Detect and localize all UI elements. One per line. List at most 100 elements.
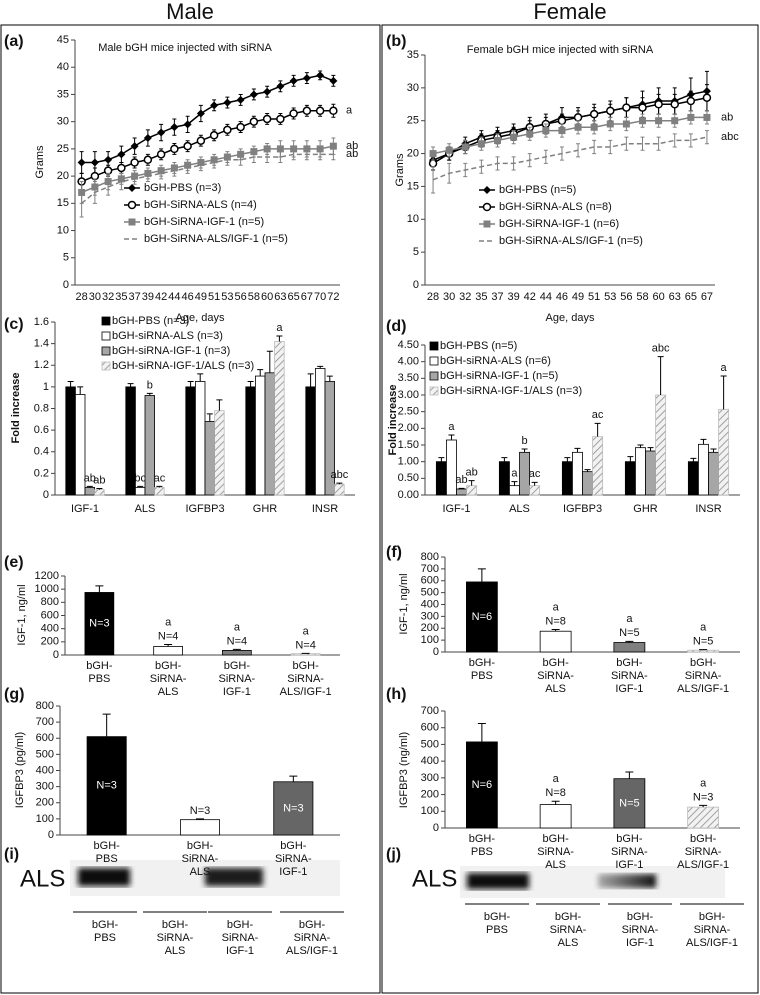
error-bar — [448, 434, 455, 440]
bar — [222, 649, 252, 656]
x-tick-label: 70 — [314, 291, 326, 303]
bar — [84, 487, 96, 496]
bar — [708, 451, 719, 496]
n-label: N=5 — [619, 797, 640, 809]
data-point — [170, 144, 179, 154]
data-point — [289, 109, 298, 118]
x-tick-label: 56 — [620, 291, 632, 303]
y-tick-label: 300 — [421, 772, 439, 784]
error-bar — [119, 172, 124, 191]
y-tick-label: 10 — [57, 224, 69, 236]
y-tick-label: 600 — [41, 609, 59, 621]
x-tick-label: ALS/IGF-1 — [280, 686, 332, 698]
significance-label: ac — [154, 472, 166, 484]
data-point — [104, 155, 113, 164]
error-bar — [551, 800, 560, 805]
data-point — [77, 158, 86, 167]
bar — [194, 381, 206, 496]
n-label: N=6 — [472, 779, 493, 791]
legend-label: bGH-siRNA-IGF-1/ALS (n=3) — [112, 360, 254, 372]
lane-label: PBS — [94, 932, 116, 944]
y-axis-label: Fold increase — [387, 385, 399, 456]
error-bar — [232, 648, 241, 651]
y-axis-label: IGF-1, ng/ml — [16, 584, 28, 645]
y-tick-label: 1200 — [35, 570, 59, 582]
bar — [624, 461, 636, 496]
y-tick-label: 1.6 — [34, 316, 49, 328]
x-tick-label: 58 — [248, 291, 260, 303]
bar — [687, 649, 720, 653]
y-tick-label: 15 — [57, 197, 69, 209]
y-tick-label: 45 — [57, 34, 69, 46]
significance-label: ab — [455, 474, 467, 486]
x-tick-label: bGH- — [616, 657, 643, 669]
bar — [245, 386, 256, 496]
error-bar — [468, 480, 475, 486]
legend-label: bGH-siRNA-IGF-1 (n=3) — [112, 345, 230, 357]
legend-label: bGH-SiRNA-ALS/IGF-1 (n=5) — [499, 235, 643, 247]
n-label: N=3 — [190, 805, 211, 817]
error-bar — [291, 148, 296, 161]
series-line — [432, 116, 707, 155]
x-tick-label: ALS — [190, 866, 211, 878]
data-point — [542, 127, 550, 135]
error-bar — [640, 136, 645, 151]
error-bar — [156, 485, 163, 488]
data-point — [526, 130, 534, 138]
bar — [94, 489, 105, 496]
error-bar — [137, 485, 144, 488]
y-tick-label: 700 — [421, 705, 439, 717]
n-label: N=8 — [545, 787, 566, 799]
error-bar — [704, 130, 709, 145]
y-tick-label: 1.2 — [34, 359, 49, 371]
x-tick-label: PBS — [96, 853, 118, 865]
y-tick-label: 100 — [421, 805, 439, 817]
x-tick-label: 44 — [168, 291, 180, 303]
series-line — [432, 90, 708, 161]
y-tick-label: 5 — [413, 246, 419, 258]
data-point — [117, 150, 126, 159]
error-bar — [172, 164, 177, 177]
significance-label: a — [165, 616, 172, 628]
error-bar — [159, 167, 164, 180]
error-bar — [574, 447, 581, 453]
y-tick-label: 300 — [421, 610, 439, 622]
x-tick-label: bGH- — [187, 840, 214, 852]
x-tick-label: 39 — [142, 291, 154, 303]
error-bar — [592, 139, 597, 155]
bar — [446, 439, 457, 496]
data-point — [156, 150, 166, 159]
error-bar — [463, 162, 468, 178]
data-point — [574, 123, 582, 131]
blot-marker: ALS — [20, 865, 65, 892]
significance-label: ab — [721, 111, 733, 123]
x-tick-label: ALS — [158, 686, 179, 698]
x-tick-label: PBS — [471, 846, 493, 858]
y-tick-label: 700 — [36, 716, 54, 728]
x-tick-label: bGH- — [469, 657, 496, 669]
data-point — [316, 71, 325, 80]
legend-marker — [483, 186, 491, 194]
data-point — [196, 109, 205, 118]
significance-label: abc — [721, 131, 739, 143]
significance-label: a — [448, 421, 455, 433]
bar — [718, 408, 730, 496]
legend-label: bGH-SiRNA-IGF-1 (n=5) — [144, 216, 264, 228]
x-tick-label: IGF-1 — [442, 503, 470, 515]
x-tick-label: PBS — [88, 673, 110, 685]
error-bar — [447, 162, 452, 184]
legend-label: bGH-PBS (n=5) — [440, 340, 517, 352]
x-tick-label: 72 — [327, 291, 339, 303]
y-tick-label: 400 — [421, 755, 439, 767]
data-point — [130, 142, 139, 151]
x-tick-label: 30 — [443, 291, 455, 303]
error-bar — [216, 399, 223, 411]
error-bar — [495, 156, 500, 171]
x-tick-label: bGH- — [690, 833, 717, 845]
error-bar — [96, 488, 103, 490]
data-point — [289, 76, 298, 85]
x-tick-label: bGH- — [224, 660, 251, 672]
significance-label: bc — [134, 472, 146, 484]
x-tick-label: SiRNA- — [150, 673, 187, 685]
lane-label: bGH- — [92, 919, 119, 931]
